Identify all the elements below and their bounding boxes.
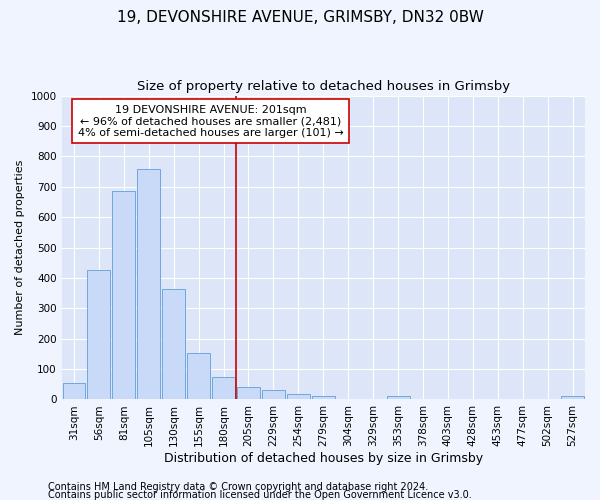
Bar [187, 353, 210, 400]
Text: 19 DEVONSHIRE AVENUE: 201sqm
← 96% of detached houses are smaller (2,481)
4% of : 19 DEVONSHIRE AVENUE: 201sqm ← 96% of de… [78, 104, 344, 138]
Bar [312, 396, 335, 400]
Bar [88, 270, 110, 400]
Bar [287, 394, 310, 400]
Text: Contains public sector information licensed under the Open Government Licence v3: Contains public sector information licen… [48, 490, 472, 500]
Bar [162, 288, 185, 400]
Bar [386, 396, 410, 400]
Bar [137, 169, 160, 400]
Bar [561, 396, 584, 400]
Title: Size of property relative to detached houses in Grimsby: Size of property relative to detached ho… [137, 80, 510, 93]
X-axis label: Distribution of detached houses by size in Grimsby: Distribution of detached houses by size … [164, 452, 483, 465]
Y-axis label: Number of detached properties: Number of detached properties [15, 160, 25, 335]
Bar [262, 390, 285, 400]
Bar [112, 192, 136, 400]
Text: 19, DEVONSHIRE AVENUE, GRIMSBY, DN32 0BW: 19, DEVONSHIRE AVENUE, GRIMSBY, DN32 0BW [116, 10, 484, 25]
Text: Contains HM Land Registry data © Crown copyright and database right 2024.: Contains HM Land Registry data © Crown c… [48, 482, 428, 492]
Bar [237, 388, 260, 400]
Bar [212, 376, 235, 400]
Bar [62, 382, 85, 400]
